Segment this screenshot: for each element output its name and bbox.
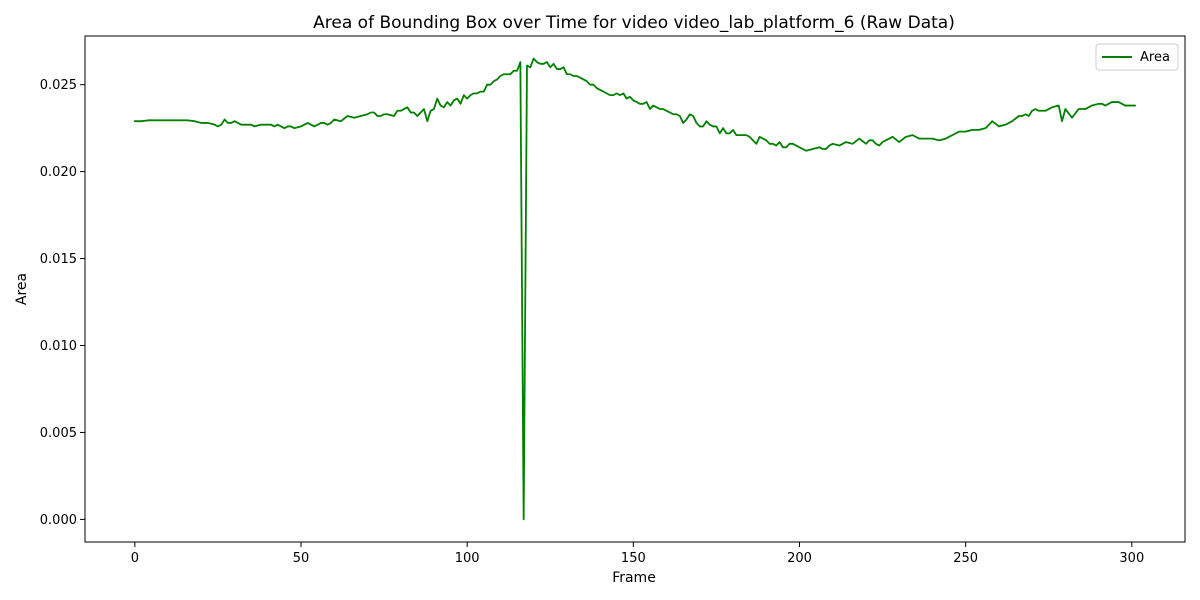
legend-label: Area [1140,50,1170,65]
x-tick-label: 100 [455,551,480,566]
y-tick-label: 0.010 [40,339,77,354]
y-tick-label: 0.025 [40,78,77,93]
y-tick-label: 0.015 [40,252,77,267]
plot-area [85,36,1185,542]
x-tick-label: 150 [621,551,646,566]
y-tick-label: 0.005 [40,426,77,441]
x-tick-label: 300 [1119,551,1144,566]
y-axis-title: Area [14,273,30,305]
x-tick-label: 200 [787,551,812,566]
x-tick-label: 50 [293,551,310,566]
y-tick-label: 0.000 [40,513,77,528]
y-tick-label: 0.020 [40,165,77,180]
chart-title: Area of Bounding Box over Time for video… [313,13,955,33]
legend: Area [1096,44,1178,70]
x-tick-label: 250 [953,551,978,566]
x-axis-title: Frame [612,570,656,586]
x-tick-label: 0 [131,551,139,566]
